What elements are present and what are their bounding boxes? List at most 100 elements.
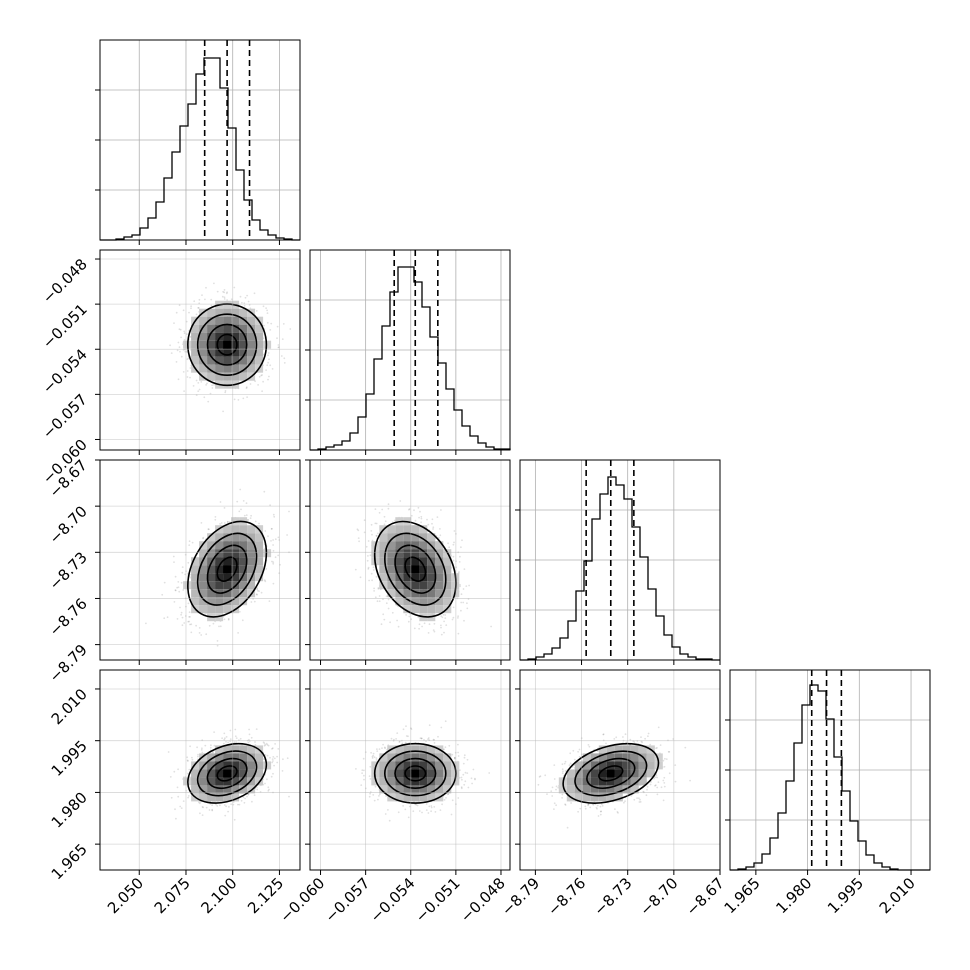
sample-point: [223, 738, 226, 741]
sample-point: [427, 523, 430, 526]
sample-point: [367, 566, 370, 569]
sample-point: [245, 502, 248, 505]
sample-point: [276, 761, 279, 764]
density-cell: [207, 356, 216, 365]
sample-point: [466, 607, 469, 610]
sample-point: [269, 329, 272, 331]
density-cell: [435, 565, 444, 574]
density-cell: [247, 316, 256, 325]
sample-point: [274, 556, 277, 559]
density-cell: [411, 525, 420, 534]
sample-point: [286, 757, 289, 760]
sample-point: [432, 528, 434, 530]
sample-point: [459, 555, 461, 558]
sample-point: [179, 328, 182, 331]
sample-point: [251, 800, 253, 803]
sample-point: [201, 751, 204, 754]
sample-point: [203, 396, 206, 399]
density-cell: [427, 605, 436, 614]
sample-point: [266, 321, 269, 324]
sample-point: [258, 522, 260, 525]
sample-point: [204, 744, 207, 747]
sample-point: [443, 620, 445, 623]
sample-point: [228, 806, 230, 808]
sample-point: [166, 616, 169, 619]
sample-point: [371, 579, 373, 582]
sample-point: [427, 632, 430, 634]
density-cell: [223, 348, 232, 357]
sample-point: [216, 640, 219, 642]
density-cell: [215, 356, 224, 365]
sample-point: [264, 782, 266, 785]
sample-point: [240, 799, 243, 802]
sample-point: [223, 296, 226, 299]
sample-point: [366, 559, 369, 562]
density-cell: [199, 581, 208, 590]
sample-point: [226, 521, 229, 523]
sample-point: [457, 615, 459, 618]
sample-point: [178, 304, 181, 307]
sample-point: [224, 814, 227, 817]
density-cell: [239, 308, 248, 317]
sample-point: [277, 536, 280, 539]
density-cell: [191, 348, 200, 357]
sample-point: [213, 744, 216, 747]
sample-point: [223, 742, 225, 745]
sample-point: [460, 546, 462, 549]
density-peak: [223, 340, 232, 349]
sample-point: [263, 324, 265, 327]
sample-point: [273, 515, 276, 518]
sample-point: [375, 535, 378, 537]
sample-point: [200, 381, 203, 383]
sample-point: [188, 544, 191, 546]
density-cell: [191, 332, 200, 341]
sample-point: [420, 517, 423, 520]
sample-point: [190, 623, 193, 626]
sample-point: [180, 611, 183, 614]
sample-point: [200, 749, 203, 751]
sample-point: [262, 305, 265, 308]
sample-point: [270, 322, 273, 325]
sample-point: [246, 519, 249, 521]
sample-point: [253, 600, 256, 603]
sample-point: [367, 555, 369, 557]
sample-point: [218, 625, 220, 628]
panel-border: [99, 249, 301, 451]
sample-point: [249, 383, 252, 385]
density-cell: [239, 348, 248, 357]
panel-border: [519, 459, 721, 661]
sample-point: [245, 387, 248, 390]
sample-point: [208, 624, 211, 627]
panel-border: [729, 669, 931, 871]
sample-point: [265, 568, 268, 570]
density-cell: [247, 356, 256, 365]
pair-panel-1-0: [99, 249, 301, 451]
sample-point: [283, 357, 286, 360]
sample-point: [188, 768, 191, 771]
sample-point: [387, 503, 390, 506]
sample-point: [237, 399, 240, 401]
sample-point: [233, 286, 236, 289]
sample-point: [172, 555, 175, 558]
histogram-line: [520, 476, 720, 661]
density-cell: [403, 589, 412, 598]
density-cell: [419, 541, 428, 550]
density-cell: [215, 316, 224, 325]
sample-point: [383, 523, 386, 526]
sample-point: [181, 616, 184, 619]
sample-point: [187, 602, 190, 605]
sample-point: [211, 387, 214, 389]
pair-panel-2-0: [99, 459, 301, 661]
density-cell: [207, 316, 216, 325]
density-cell: [419, 581, 428, 590]
sample-point: [423, 622, 426, 625]
sample-point: [216, 644, 219, 647]
sample-point: [255, 593, 258, 596]
sample-point: [383, 515, 386, 518]
sample-point: [183, 390, 186, 392]
sample-point: [405, 614, 407, 616]
sample-point: [272, 582, 275, 585]
sample-point: [440, 624, 442, 627]
sample-point: [202, 537, 204, 540]
density-cell: [215, 324, 224, 333]
